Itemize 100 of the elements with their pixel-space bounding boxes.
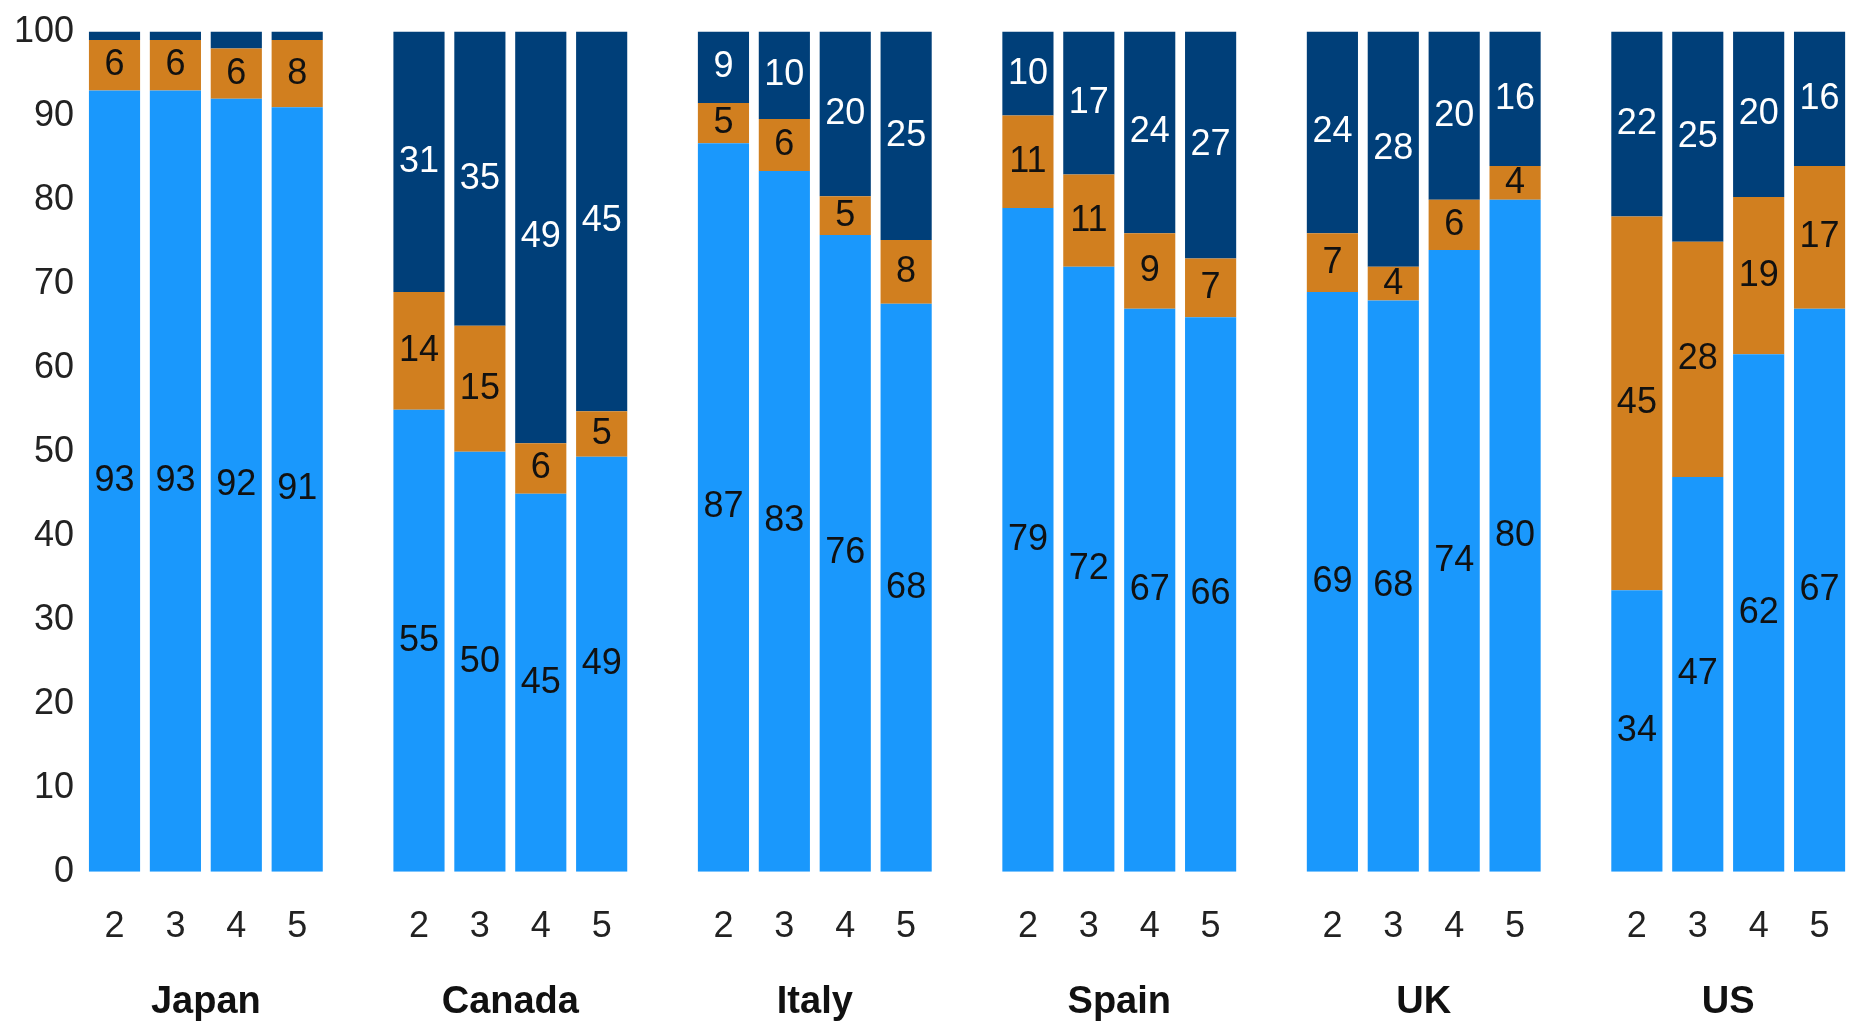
bar — [880, 303, 932, 872]
data-label: 24 — [1312, 109, 1353, 151]
y-tick-label: 90 — [34, 92, 75, 134]
data-label: 7 — [1200, 264, 1221, 306]
data-label: 49 — [520, 214, 561, 256]
bar — [271, 40, 323, 108]
data-label: 20 — [1738, 91, 1779, 133]
bar — [515, 493, 567, 872]
bar — [210, 31, 262, 49]
bar — [1611, 216, 1663, 591]
data-label: 80 — [1495, 512, 1536, 554]
data-label: 35 — [459, 155, 500, 197]
data-label: 9 — [713, 44, 734, 86]
x-tick-label: 2 — [1017, 904, 1038, 946]
data-label: 45 — [520, 659, 561, 701]
data-label: 6 — [165, 42, 186, 84]
data-label: 79 — [1007, 516, 1048, 558]
bar — [149, 31, 201, 40]
bar — [1185, 258, 1237, 318]
data-label: 27 — [1190, 121, 1231, 163]
bar — [1367, 31, 1419, 267]
data-label: 14 — [398, 327, 440, 369]
x-tick-label: 3 — [165, 904, 186, 946]
bar — [271, 107, 323, 872]
y-tick-label: 60 — [34, 344, 75, 386]
data-label: 93 — [94, 458, 135, 500]
bar — [1124, 31, 1176, 234]
text: Japan — [150, 979, 261, 1021]
x-tick-label: 5 — [287, 904, 308, 946]
data-label: 92 — [216, 462, 257, 504]
data-label: 68 — [1373, 563, 1414, 605]
x-tick-label: 3 — [774, 904, 795, 946]
data-label: 74 — [1434, 537, 1475, 579]
data-label: 55 — [398, 617, 440, 659]
x-tick-label: 2 — [1626, 904, 1647, 946]
bar — [1733, 354, 1785, 872]
data-label: 25 — [886, 112, 927, 154]
data-label: 20 — [825, 90, 866, 132]
data-label: 5 — [835, 192, 856, 234]
bar — [149, 90, 201, 872]
x-tick-label: 5 — [591, 904, 612, 946]
y-tick-label: 100 — [13, 8, 75, 50]
data-label: 93 — [155, 458, 196, 500]
x-tick-label: 4 — [226, 904, 247, 946]
data-label: 16 — [1799, 75, 1840, 117]
bar — [576, 411, 628, 457]
bar — [1672, 241, 1724, 477]
x-tick-label: 3 — [1078, 904, 1099, 946]
bar — [758, 31, 810, 119]
bar — [1002, 208, 1054, 872]
y-tick-label: 80 — [34, 176, 75, 218]
bar — [393, 409, 445, 872]
data-label: 76 — [825, 530, 866, 572]
bar — [210, 48, 262, 99]
bar — [1489, 199, 1541, 872]
x-tick-label: 3 — [1383, 904, 1404, 946]
data-label: 45 — [1616, 380, 1657, 422]
y-tick-label: 30 — [34, 596, 75, 638]
x-tick-label: 4 — [835, 904, 856, 946]
x-tick-label: 5 — [896, 904, 917, 946]
data-label: 5 — [591, 410, 612, 452]
bar — [697, 143, 750, 872]
bar — [1063, 174, 1115, 267]
data-label: 7 — [1322, 239, 1343, 281]
data-label: 17 — [1799, 214, 1840, 256]
data-label: 28 — [1677, 336, 1718, 378]
bar — [393, 292, 445, 410]
data-label: 8 — [896, 248, 917, 290]
y-tick-label: 0 — [54, 848, 75, 890]
bar — [1733, 197, 1785, 355]
data-label: 28 — [1373, 126, 1414, 168]
bar — [210, 98, 262, 872]
data-label: 8 — [287, 50, 308, 92]
data-label: 31 — [398, 138, 440, 180]
data-label: 91 — [277, 466, 318, 508]
data-label: 6 — [104, 42, 125, 84]
data-label: 5 — [713, 100, 734, 142]
bar — [1428, 31, 1480, 200]
bar — [1367, 300, 1419, 872]
bar — [758, 171, 810, 872]
bar — [1489, 31, 1541, 167]
data-label: 69 — [1312, 558, 1353, 600]
bar — [1063, 266, 1115, 872]
bar — [880, 239, 932, 304]
x-tick-label: 4 — [530, 904, 551, 946]
bar — [88, 90, 141, 872]
data-label: 22 — [1616, 100, 1657, 142]
bar — [1611, 31, 1663, 217]
data-label: 17 — [1068, 79, 1109, 121]
x-tick-label: 2 — [104, 904, 125, 946]
data-label: 49 — [581, 641, 622, 683]
data-label: 68 — [886, 564, 927, 606]
bar — [454, 31, 506, 326]
x-tick-label: 5 — [1200, 904, 1221, 946]
data-label: 72 — [1068, 546, 1109, 588]
data-label: 47 — [1677, 651, 1718, 693]
bar — [1733, 31, 1785, 198]
x-tick-label: 3 — [469, 904, 490, 946]
data-label: 50 — [459, 638, 500, 680]
bar — [454, 325, 506, 452]
